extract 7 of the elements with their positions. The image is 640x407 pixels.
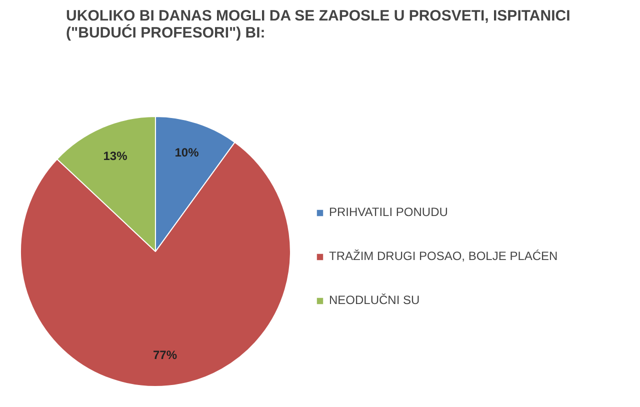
data-label: 13% (103, 149, 128, 164)
data-label: 77% (152, 348, 178, 362)
legend-label: TRAŽIM DRUGI POSAO, BOLJE PLAĆEN (329, 249, 558, 263)
data-label: 10% (174, 146, 200, 160)
legend-label: NEODLUČNI SU (329, 293, 420, 307)
legend-label: PRIHVATILI PONUDU (329, 205, 448, 219)
chart-title: UKOLIKO BI DANAS MOGLI DA SE ZAPOSLE U PROSVETI, ISPITANICI ("BUDUĆI PROFESORI") BI: (66, 8, 570, 42)
